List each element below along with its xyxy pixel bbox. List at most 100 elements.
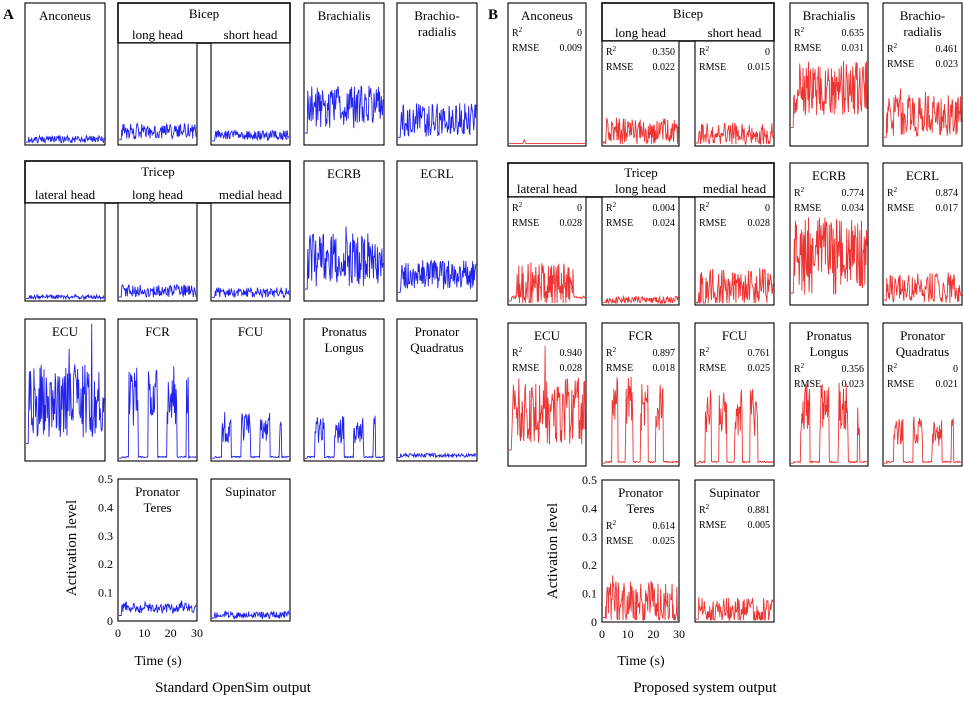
panel-b-tricep-long-r2-label: R2 bbox=[606, 201, 617, 214]
axis-ticks-a: 0.5 0.4 0.3 0.2 0.1 00 10 20 30 bbox=[98, 472, 203, 640]
panel-b-fcr-rmse-value: 0.018 bbox=[653, 363, 676, 374]
panel-a-ecrb-title-1: ECRB bbox=[327, 166, 361, 181]
ylabel-a: Activation level bbox=[64, 500, 80, 596]
bicep-group-title-b: Bicep bbox=[673, 6, 703, 21]
panel-b-sup-r2-value: 0.881 bbox=[748, 505, 771, 516]
panel-a-brachio-title-2: radialis bbox=[418, 24, 456, 39]
panel-a-label: A bbox=[3, 7, 14, 23]
ytick-label: 0.3 bbox=[582, 530, 597, 544]
panel-b-fcr-rmse-label: RMSE bbox=[606, 363, 633, 374]
panel-a-pt-frame bbox=[117, 478, 198, 622]
ytick-label: 0.5 bbox=[582, 473, 597, 487]
panel-b-anconeus-r2-label: R2 bbox=[512, 26, 523, 39]
panel-b-tricep-lat-r2-value: 0 bbox=[577, 203, 582, 214]
panel-b-bicep-short-activation-line bbox=[696, 122, 774, 145]
panel-b-ecu-rmse-value: 0.028 bbox=[560, 363, 583, 374]
xtick-label: 10 bbox=[622, 627, 634, 641]
panel-b-brachio-r2-label: R2 bbox=[887, 42, 898, 55]
panel-a-brachio-title-1: Brachio- bbox=[414, 8, 459, 23]
panel-a-tricep-med-activation-line bbox=[212, 287, 290, 299]
panel-a-tricep-lat-title-1: lateral head bbox=[35, 187, 96, 202]
panel-b-ecrb-r2-label: R2 bbox=[794, 186, 805, 199]
panel-a-ecrl-title-1: ECRL bbox=[420, 166, 453, 181]
panel-a-pl-title-1: Pronatus bbox=[321, 324, 367, 339]
panel-a-anconeus-activation-line bbox=[26, 134, 105, 144]
panel-b-brachio-r2-value: 0.461 bbox=[936, 44, 959, 55]
panel-b-ecrl-rmse-label: RMSE bbox=[887, 203, 914, 214]
panel-a-tricep-lat-frame bbox=[24, 202, 106, 302]
ytick-label: 0.4 bbox=[582, 501, 597, 515]
ytick-label: 0.2 bbox=[98, 557, 113, 571]
panel-b-ecrb-r2-value: 0.774 bbox=[842, 188, 865, 199]
panel-a-bicep-short-activation-line bbox=[212, 129, 290, 142]
panel-a-pq-title-2: Quadratus bbox=[410, 340, 463, 355]
panel-a-bicep-short-frame bbox=[210, 42, 291, 146]
panel-a-brachialis-activation-line bbox=[305, 85, 384, 134]
panel-a-tricep-med-frame bbox=[210, 202, 291, 302]
panel-b-pt-rmse-value: 0.025 bbox=[653, 536, 676, 547]
panel-b-pl-r2-value: 0.356 bbox=[842, 364, 865, 375]
panel-b-sup-title-1: Supinator bbox=[709, 485, 760, 500]
panel-a-pq-activation-line bbox=[398, 452, 477, 459]
panel-a-pt-title-1: Pronator bbox=[135, 484, 180, 499]
panel-b-brachio-activation-line bbox=[884, 88, 962, 138]
panel-a-tricep-lat-activation-line bbox=[26, 293, 105, 301]
panel-b-sup-frame bbox=[694, 479, 775, 623]
panel-b-fcr-r2-value: 0.897 bbox=[653, 348, 676, 359]
panel-a-fcu-frame bbox=[210, 318, 291, 462]
panel-a-ecrl-activation-line bbox=[398, 258, 477, 293]
panel-b-pl-rmse-label: RMSE bbox=[794, 379, 821, 390]
panel-b-tricep-lat-rmse-label: RMSE bbox=[512, 218, 539, 229]
xtick-label: 0 bbox=[599, 627, 605, 641]
panel-a-tricep-long-title-1: long head bbox=[132, 187, 183, 202]
panel-b-pl-title-1: Pronatus bbox=[806, 328, 852, 343]
panel-b-bicep-long-r2-value: 0.350 bbox=[653, 47, 676, 58]
panel-b-brachio-rmse-label: RMSE bbox=[887, 59, 914, 70]
xtick-label: 0 bbox=[115, 626, 121, 640]
panel-b-tricep-med-activation-line bbox=[696, 267, 774, 304]
panel-a-tricep-long-frame bbox=[117, 202, 198, 302]
ytick-label: 0.5 bbox=[98, 472, 113, 486]
panel-a-bicep-short-title-1: short head bbox=[224, 27, 278, 42]
panel-b-sup-rmse-label: RMSE bbox=[699, 520, 726, 531]
panel-b-ecrb-activation-line bbox=[791, 217, 868, 296]
panel-b-brachialis-r2-value: 0.635 bbox=[842, 28, 865, 39]
ytick-label: 0.3 bbox=[98, 529, 113, 543]
panel-b-tricep-med-title-1: medial head bbox=[703, 181, 767, 196]
panel-b-tricep-lat-title-1: lateral head bbox=[517, 181, 578, 196]
ylabel-b: Activation level bbox=[545, 503, 561, 599]
panel-b-bicep-short-r2-value: 0 bbox=[765, 47, 770, 58]
panel-a-pt-activation-line bbox=[119, 600, 197, 616]
panel-b-ecrl-activation-line bbox=[884, 272, 962, 303]
xtick-label: 30 bbox=[191, 626, 203, 640]
xlabel-b: Time (s) bbox=[617, 654, 665, 669]
panel-a-fcr-activation-line bbox=[119, 366, 197, 460]
panel-a-ecu-title-1: ECU bbox=[52, 324, 79, 339]
panel-b-ecu-r2-value: 0.940 bbox=[560, 348, 583, 359]
panel-b-brachio-rmse-value: 0.023 bbox=[936, 59, 959, 70]
panel-b-sup-rmse-value: 0.005 bbox=[748, 520, 771, 531]
panel-b-ecu-rmse-label: RMSE bbox=[512, 363, 539, 374]
panel-b-tricep-long-title-1: long head bbox=[615, 181, 666, 196]
panel-a-brachialis-title-1: Brachialis bbox=[318, 8, 371, 23]
panel-b-bicep-short-title-1: short head bbox=[708, 25, 762, 40]
panel-b-ecrb-rmse-value: 0.034 bbox=[842, 203, 865, 214]
panel-b-ecu-activation-line bbox=[509, 345, 586, 451]
panel-a-fcu-activation-line bbox=[212, 412, 290, 459]
panel-b-tricep-long-rmse-value: 0.024 bbox=[653, 218, 676, 229]
panel-b-ecu-title-1: ECU bbox=[534, 328, 561, 343]
panel-b-tricep-med-rmse-label: RMSE bbox=[699, 218, 726, 229]
tricep-group-title-b: Tricep bbox=[624, 165, 657, 180]
panel-b-bicep-long-title-1: long head bbox=[615, 25, 666, 40]
panel-b-ecrl-r2-label: R2 bbox=[887, 186, 898, 199]
xtick-label: 10 bbox=[138, 626, 150, 640]
ytick-label: 0 bbox=[591, 615, 597, 629]
panel-b-anconeus-frame bbox=[507, 2, 587, 147]
panel-b-anconeus-title-1: Anconeus bbox=[521, 8, 573, 23]
panel-b-pq-rmse-label: RMSE bbox=[887, 379, 914, 390]
panel-b-pq-rmse-value: 0.021 bbox=[936, 379, 959, 390]
panel-b-bicep-short-rmse-label: RMSE bbox=[699, 62, 726, 73]
panel-b-pq-r2-label: R2 bbox=[887, 362, 898, 375]
panel-a-sup-activation-line bbox=[211, 610, 290, 620]
